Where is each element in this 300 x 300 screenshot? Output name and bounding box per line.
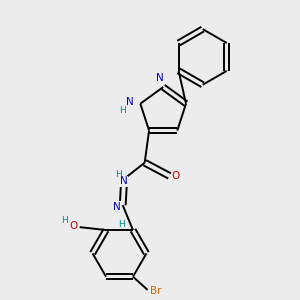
Text: N: N (120, 176, 128, 186)
Text: N: N (113, 202, 121, 212)
Text: O: O (172, 171, 180, 181)
Text: H: H (119, 106, 126, 115)
Text: H: H (116, 170, 122, 179)
Text: H: H (61, 216, 68, 225)
Text: O: O (69, 221, 77, 231)
Text: Br: Br (150, 286, 161, 296)
Text: N: N (126, 97, 134, 107)
Text: N: N (156, 73, 164, 83)
Text: H: H (118, 220, 125, 229)
